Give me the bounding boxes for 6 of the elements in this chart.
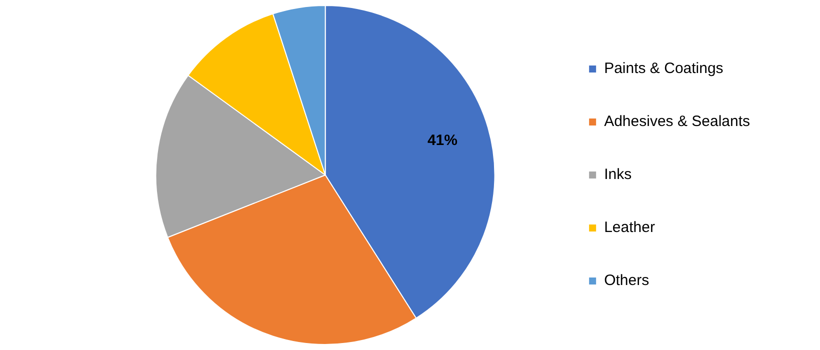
- legend-label: Inks: [604, 166, 632, 184]
- legend-label: Adhesives & Sealants: [604, 113, 750, 130]
- legend-label: Others: [604, 272, 650, 290]
- legend-label: Leather: [604, 219, 655, 236]
- legend-label: Paints & Coatings: [604, 60, 724, 78]
- data-label: 41%: [427, 132, 458, 150]
